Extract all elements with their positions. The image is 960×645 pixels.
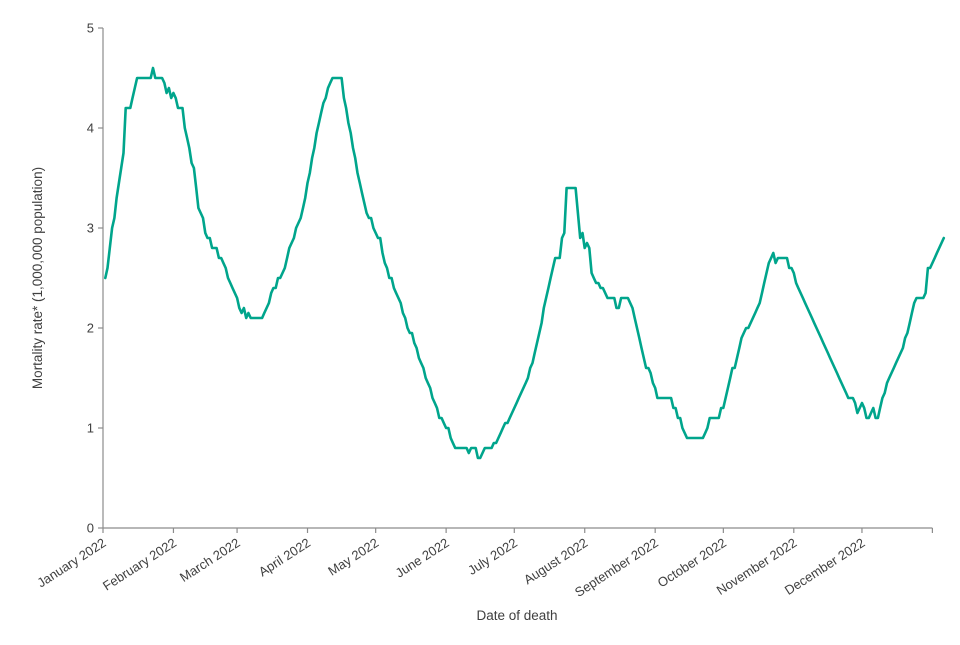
y-tick-label: 5 bbox=[87, 21, 94, 36]
x-tick-label: June 2022 bbox=[393, 535, 452, 581]
x-tick-label: April 2022 bbox=[256, 535, 313, 579]
y-tick-label: 4 bbox=[87, 121, 94, 136]
x-tick-label: July 2022 bbox=[465, 535, 520, 578]
x-tick-label: February 2022 bbox=[100, 535, 179, 594]
x-tick-label: January 2022 bbox=[34, 535, 108, 590]
y-axis-title: Mortality rate* (1,000,000 population) bbox=[30, 167, 45, 389]
axes bbox=[98, 27, 934, 533]
x-tick-label: March 2022 bbox=[177, 535, 243, 585]
data-line-layer bbox=[104, 66, 946, 460]
y-tick-label: 2 bbox=[87, 321, 94, 336]
x-tick-label: May 2022 bbox=[325, 535, 381, 579]
y-tick-label: 0 bbox=[87, 521, 94, 536]
mortality-rate-line bbox=[104, 66, 946, 460]
x-tick-label: August 2022 bbox=[521, 535, 590, 587]
y-tick-label: 3 bbox=[87, 221, 94, 236]
y-tick-label: 1 bbox=[87, 421, 94, 436]
x-axis-title: Date of death bbox=[476, 608, 557, 623]
